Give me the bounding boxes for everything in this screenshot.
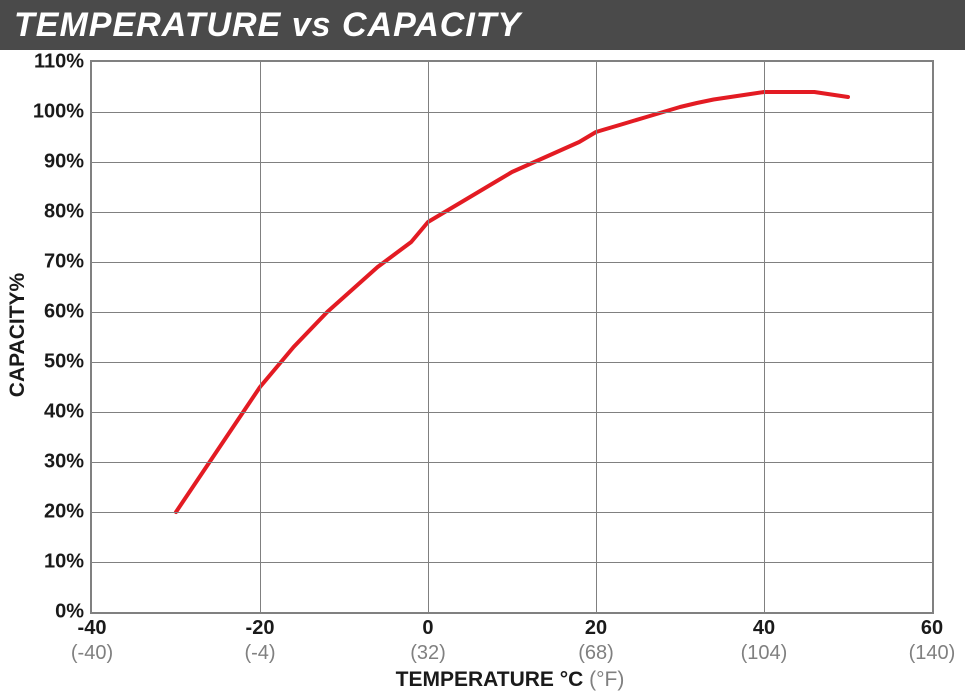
gridline-v <box>764 62 765 612</box>
gridline-v <box>428 62 429 612</box>
x-tick: 20(68) <box>578 612 614 666</box>
y-tick: 70% <box>44 251 92 274</box>
y-tick: 50% <box>44 351 92 374</box>
y-tick: 10% <box>44 551 92 574</box>
y-tick: 90% <box>44 151 92 174</box>
chart-canvas: TEMPERATURE vs CAPACITY -40(-40)-20(-4)0… <box>0 0 965 700</box>
gridline-h <box>92 412 932 413</box>
x-tick: -20(-4) <box>244 612 275 666</box>
gridline-h <box>92 512 932 513</box>
x-axis-label: TEMPERATURE °C (°F) <box>396 668 625 692</box>
gridline-h <box>92 312 932 313</box>
gridline-h <box>92 362 932 363</box>
x-tick: 0(32) <box>410 612 446 666</box>
y-tick: 40% <box>44 401 92 424</box>
y-tick: 110% <box>34 51 92 74</box>
x-tick: 60(140) <box>909 612 956 666</box>
x-tick: 40(104) <box>741 612 788 666</box>
x-axis-label-c: TEMPERATURE °C <box>396 668 590 691</box>
y-tick: 30% <box>44 451 92 474</box>
gridline-h <box>92 562 932 563</box>
y-tick: 20% <box>44 501 92 524</box>
gridline-h <box>92 162 932 163</box>
y-tick: 60% <box>44 301 92 324</box>
capacity-line <box>92 62 932 612</box>
chart-title: TEMPERATURE vs CAPACITY <box>0 0 965 50</box>
gridline-h <box>92 262 932 263</box>
gridline-h <box>92 112 932 113</box>
x-axis-label-f: (°F) <box>589 668 624 691</box>
gridline-h <box>92 462 932 463</box>
y-tick: 80% <box>44 201 92 224</box>
y-tick: 0% <box>55 601 92 624</box>
y-axis-label: CAPACITY% <box>6 273 30 397</box>
plot-area: -40(-40)-20(-4)0(32)20(68)40(104)60(140)… <box>90 60 934 614</box>
gridline-v <box>260 62 261 612</box>
y-tick: 100% <box>33 101 92 124</box>
gridline-v <box>596 62 597 612</box>
gridline-h <box>92 212 932 213</box>
